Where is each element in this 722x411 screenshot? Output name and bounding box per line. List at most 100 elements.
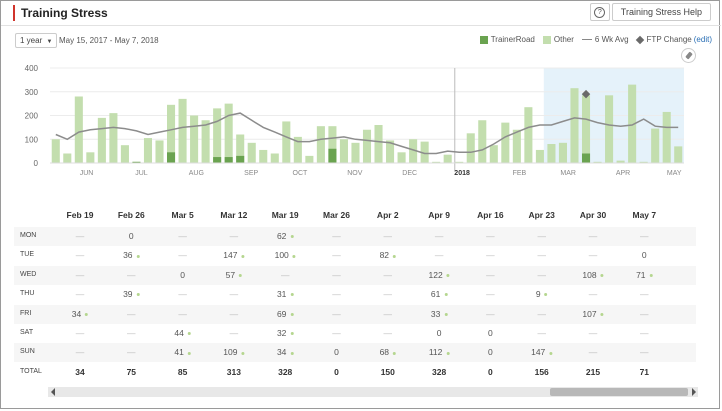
table-cell: 156 — [534, 366, 549, 377]
column-header: Apr 2 — [376, 210, 399, 220]
training-stress-help-button[interactable]: Training Stress Help — [611, 3, 711, 21]
bar-trainerroad — [224, 157, 233, 163]
bar-other — [662, 111, 671, 163]
y-tick-label: 200 — [25, 112, 39, 121]
bar-other — [386, 140, 395, 163]
ftp-edit-link[interactable]: (edit) — [693, 35, 712, 44]
x-tick-label: APR — [616, 170, 630, 177]
total-row: TOTAL 34 75 85 313 328 0 150 328 0 156 215 71 — [14, 363, 696, 382]
legend-line-avg — [581, 39, 592, 40]
table-cell: 107 — [582, 309, 604, 319]
bar-other — [270, 153, 279, 163]
table-cell: — — [75, 231, 85, 241]
table-cell: — — [537, 250, 546, 261]
table-cell: — — [75, 328, 85, 338]
table-cell: 44 — [174, 328, 191, 338]
table-cell: 34 — [277, 347, 294, 357]
pin-icon[interactable] — [681, 48, 696, 63]
table-cell: — — [588, 328, 598, 338]
question-circle-icon[interactable]: ? — [589, 3, 610, 21]
table-cell: 147 — [223, 250, 245, 260]
bar-other — [605, 95, 614, 163]
activity-dot — [549, 351, 553, 355]
table-cell: — — [75, 347, 85, 358]
activity-dot — [544, 293, 548, 297]
table-cell: 34 — [72, 309, 89, 319]
activity-dot — [393, 254, 397, 258]
activity-dot — [187, 351, 191, 355]
table-cell: — — [127, 308, 136, 319]
scroll-right-icon[interactable] — [692, 388, 696, 396]
bar-other — [639, 161, 648, 163]
table-cell: — — [127, 328, 136, 338]
table-cell: 69 — [277, 309, 294, 319]
table-cell: — — [486, 231, 495, 241]
bar-other — [86, 152, 95, 163]
activity-dot — [290, 293, 294, 297]
bar-other — [593, 161, 602, 163]
table-cell: — — [434, 231, 444, 241]
bar-other — [259, 149, 268, 163]
bar-other — [443, 154, 452, 163]
table-cell: 112 — [429, 347, 450, 357]
training-stress-chart: 0 100 200 300 400 JUN JUL AUG SEP OCT NOV DEC 2018 FE… — [25, 64, 684, 177]
table-cell: 150 — [380, 366, 395, 377]
bar-other — [409, 139, 418, 163]
x-tick-label: JUN — [80, 170, 94, 177]
bar-other — [178, 98, 187, 163]
x-tick-label: 2018 — [454, 170, 470, 177]
column-header: May 7 — [632, 210, 657, 220]
bar-other — [581, 95, 591, 163]
bar-other — [489, 145, 498, 163]
legend-other: Other — [542, 35, 574, 44]
table-cell: 0 — [488, 347, 493, 358]
horizontal-scrollbar[interactable] — [48, 387, 698, 397]
x-tick-label: AUG — [189, 170, 204, 177]
column-header: Apr 30 — [579, 210, 607, 220]
x-tick-label: DEC — [402, 170, 417, 177]
legend-label-avg: 6 Wk Avg — [594, 35, 629, 44]
table-cell: — — [332, 328, 341, 338]
table-cell: — — [229, 308, 239, 319]
bar-other — [201, 120, 210, 163]
bar-other — [651, 128, 660, 163]
table-cell: — — [229, 231, 239, 241]
table-cell: — — [486, 250, 495, 261]
activity-dot — [136, 254, 140, 258]
table-cell: — — [75, 269, 85, 280]
table-cell: — — [178, 289, 187, 300]
table-cell: 0 — [488, 366, 493, 377]
range-select[interactable]: 1 year ▼ — [15, 33, 58, 48]
bar-other — [455, 161, 464, 163]
activity-dot — [85, 312, 89, 316]
bar-other — [339, 139, 348, 163]
table-cell: — — [229, 289, 239, 300]
x-tick-label: OCT — [293, 170, 309, 177]
y-tick-label: 0 — [34, 159, 39, 168]
table-cell: — — [434, 250, 444, 261]
activity-dot — [444, 312, 448, 316]
table-cell: — — [588, 347, 598, 358]
table-cell: 9 — [536, 289, 548, 299]
table-cell: 82 — [380, 250, 397, 260]
bar-other — [362, 129, 372, 163]
activity-dot — [649, 274, 653, 278]
activity-dot — [446, 351, 450, 355]
table-cell: — — [383, 269, 393, 280]
bar-other — [616, 160, 625, 163]
column-header: Mar 19 — [271, 210, 299, 220]
bar-other — [547, 144, 556, 163]
bar-other — [74, 96, 83, 163]
scroll-left-icon[interactable] — [51, 388, 55, 396]
bar-other — [466, 133, 475, 163]
legend-ftp: FTP Change (edit) — [635, 35, 712, 44]
y-tick-label: 100 — [25, 135, 39, 144]
row-label: SAT — [20, 329, 34, 336]
table-row: SAT — — 44 — 32 — — 0 0 — — — — [14, 324, 696, 343]
column-header: Apr 9 — [428, 210, 450, 220]
scrollbar-thumb[interactable] — [550, 388, 688, 396]
table-row: SUN — — 41 109 34 0 68 112 0 147 — — — [14, 343, 696, 363]
table-cell: 32 — [277, 328, 294, 338]
bar-other — [167, 104, 176, 163]
bar-other — [51, 139, 60, 163]
